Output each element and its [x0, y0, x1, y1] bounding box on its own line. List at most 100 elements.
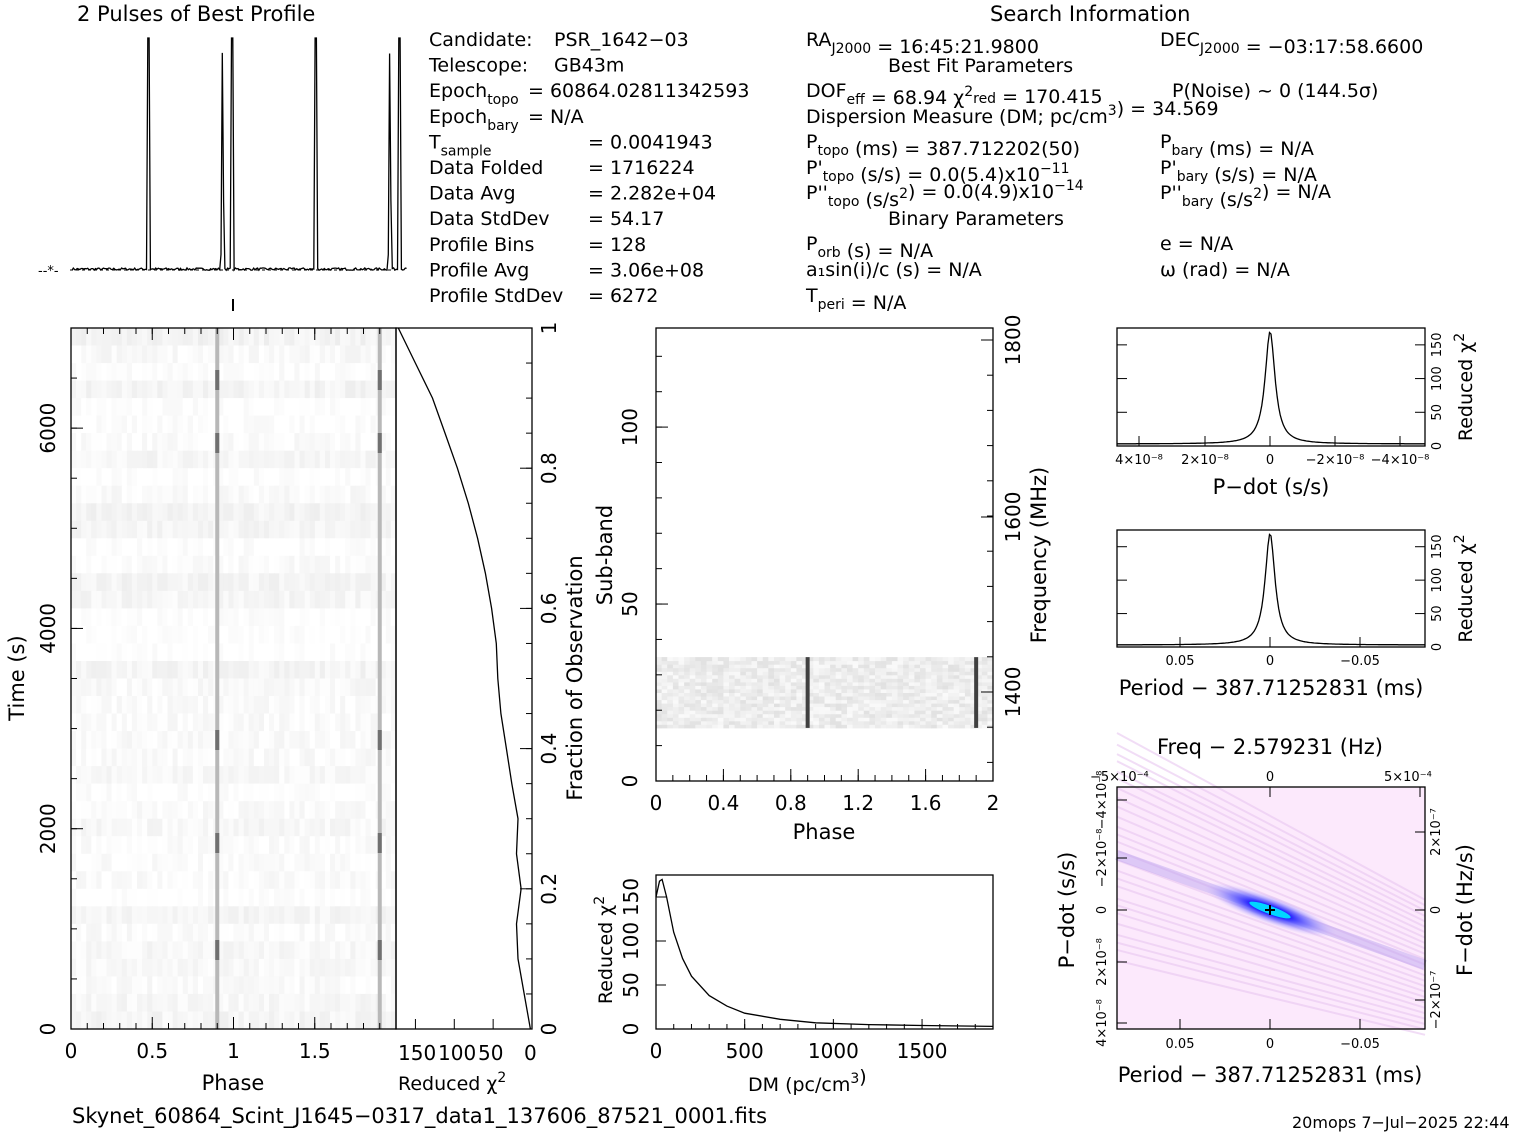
time-phase-cell	[269, 468, 275, 487]
periodchi-y-tick-label: 100	[1430, 568, 1445, 593]
time-phase-cell	[340, 748, 346, 767]
subband-cell	[661, 689, 668, 693]
subband-cell	[959, 692, 966, 697]
subband-cell	[785, 724, 792, 729]
time-phase-cell	[324, 976, 331, 995]
subband-cell	[880, 671, 887, 676]
time-phase-cell	[218, 1011, 224, 1030]
time-phase-cell	[131, 573, 138, 592]
subband-cell	[847, 685, 854, 690]
time-phase-cell	[243, 696, 250, 715]
subband-cell	[768, 681, 775, 686]
time-phase-cell	[360, 485, 367, 504]
time-phase-cell	[274, 783, 280, 802]
time-phase-cell	[350, 748, 356, 767]
time-phase-cell	[309, 328, 316, 347]
time-phase-cell	[116, 783, 123, 802]
time-phase-cell	[264, 993, 270, 1012]
subband-cell	[852, 720, 859, 725]
subband-cell	[751, 713, 758, 718]
subband-cell	[875, 678, 882, 683]
time-phase-cell	[390, 818, 397, 837]
time-phase-cell	[299, 590, 306, 609]
subband-cell	[830, 674, 837, 679]
subband-cell	[818, 657, 825, 662]
time-phase-cell	[390, 836, 397, 855]
time-phase-cell	[223, 941, 229, 960]
pddbary-text: P''bary (s/s2) = N/A	[1160, 181, 1331, 211]
time-phase-cell	[258, 818, 265, 837]
time-phase-cell	[253, 906, 260, 925]
time-phase-cell	[142, 608, 148, 627]
time-phase-cell	[360, 538, 367, 557]
time-phase-cell	[238, 345, 245, 364]
time-phase-cell	[137, 678, 143, 697]
subband-cell	[841, 692, 848, 697]
time-phase-cell	[121, 713, 128, 732]
subband-cell	[667, 710, 674, 715]
subband-cell	[830, 657, 837, 662]
time-phase-cell	[101, 836, 108, 855]
subband-cell	[886, 706, 893, 711]
time-phase-cell	[380, 678, 387, 697]
time-phase-cell	[365, 1011, 372, 1030]
subband-cell	[672, 681, 679, 686]
subband-cell	[717, 685, 724, 690]
time-phase-cell	[360, 713, 367, 732]
time-phase-cell	[96, 941, 103, 960]
time-phase-cell	[314, 853, 321, 872]
time-phase-cell	[248, 1011, 255, 1030]
time-phase-cell	[304, 643, 311, 662]
time-phase-cell	[208, 993, 214, 1012]
time-phase-cell	[142, 503, 148, 522]
subband-cell	[835, 667, 842, 672]
time-phase-cell	[390, 923, 397, 942]
time-phase-cell	[238, 853, 245, 872]
time-phase-cell	[365, 923, 372, 942]
chi-time-frame	[395, 327, 533, 1030]
time-phase-cell	[330, 573, 336, 592]
time-phase-cell	[340, 538, 346, 557]
subband-cell	[667, 657, 674, 662]
time-phase-cell	[76, 433, 82, 452]
time-phase-cell	[355, 993, 362, 1012]
time-phase-cell	[187, 1011, 194, 1030]
freq-tick-label: 1400	[1001, 667, 1025, 718]
subband-cell	[689, 681, 696, 686]
ptopo-text-part: topo	[817, 143, 849, 159]
subband-cell	[695, 657, 702, 662]
time-phase-cell	[294, 853, 301, 872]
subband-cell	[802, 685, 809, 690]
subband-cell	[976, 678, 983, 683]
time-phase-cell	[248, 923, 255, 942]
time-phase-cell	[86, 363, 92, 382]
subband-cell	[796, 664, 803, 669]
time-phase-cell	[116, 696, 123, 715]
time-phase-cell	[86, 380, 92, 399]
time-phase-cell	[172, 573, 179, 592]
time-phase-cell	[243, 661, 250, 680]
time-phase-cell	[269, 853, 275, 872]
time-phase-cell	[192, 678, 199, 697]
time-phase-cell	[233, 520, 240, 539]
subband-cell	[813, 706, 820, 711]
time-phase-cell	[248, 520, 255, 539]
time-phase-cell	[152, 625, 158, 644]
subband-cell	[734, 685, 741, 690]
subband-cell	[858, 671, 865, 676]
subband-cell	[835, 689, 842, 693]
time-phase-cell	[314, 888, 321, 907]
subband-cell	[830, 685, 837, 690]
time-phase-cell	[86, 328, 92, 347]
time-phase-cell	[284, 661, 290, 680]
time-phase-cell	[106, 328, 113, 347]
time-phase-cell	[147, 713, 153, 732]
subband-cell	[970, 703, 977, 708]
subband-cell	[712, 706, 719, 711]
time-phase-cell	[304, 520, 311, 539]
subband-cell	[830, 717, 837, 722]
time-phase-cell	[294, 888, 301, 907]
info-value-9: = 3.06e+08	[588, 259, 704, 281]
subband-cell	[886, 713, 893, 718]
subband-cell	[768, 710, 775, 715]
